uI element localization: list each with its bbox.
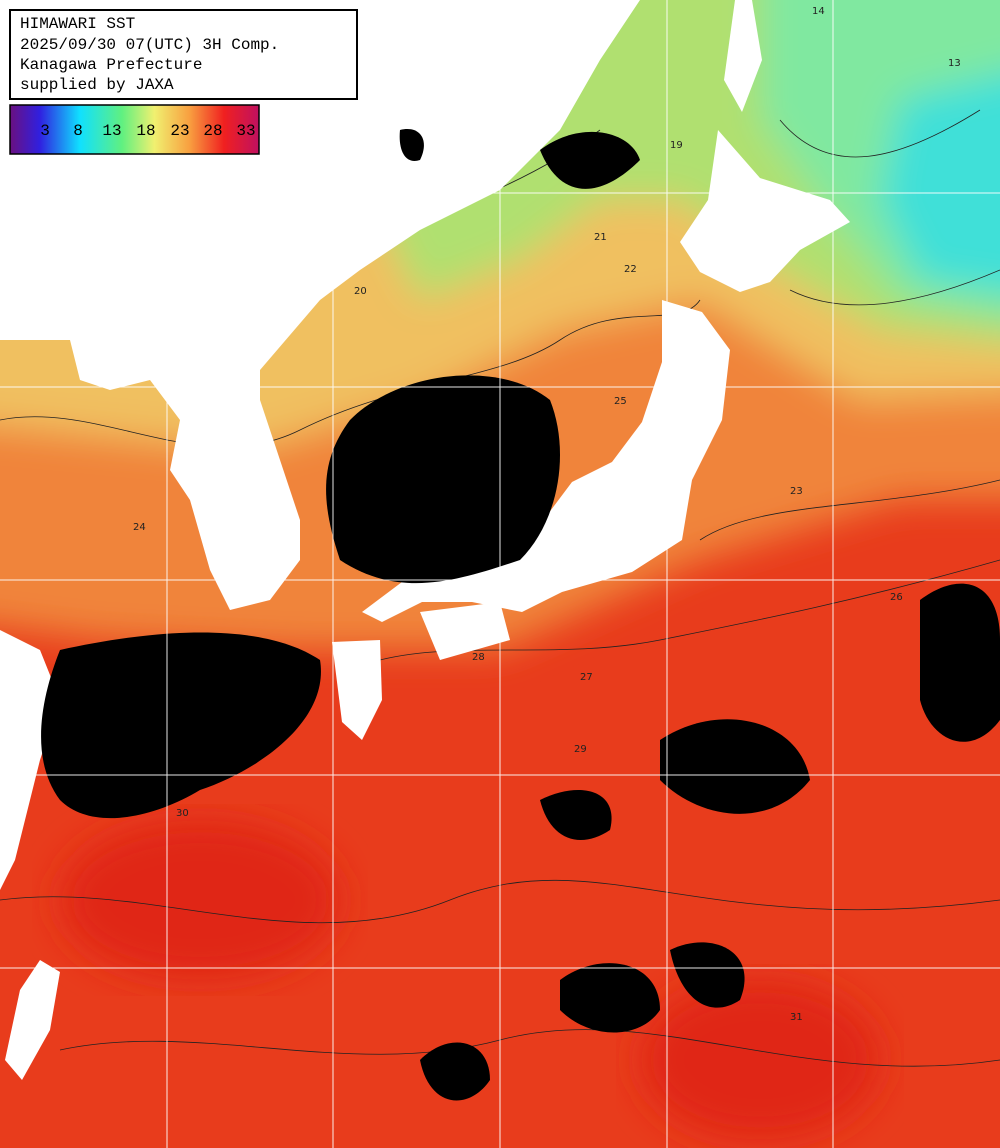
- cloud: [920, 583, 1000, 742]
- contour-label: 14: [812, 6, 825, 17]
- contour-label: 23: [790, 486, 803, 497]
- kyushu: [332, 640, 382, 740]
- timestamp: 2025/09/30 07(UTC) 3H Comp.: [20, 36, 279, 54]
- cloud: [420, 1042, 490, 1101]
- cloud: [540, 131, 640, 189]
- contour-labels: 14 13 19 21 22 20 23 24 25 26 27 28 29 3…: [133, 6, 961, 1023]
- contour: [779, 109, 981, 158]
- title: HIMAWARI SST: [20, 15, 135, 33]
- taiwan: [5, 960, 60, 1080]
- source-prefecture: Kanagawa Prefecture: [20, 56, 202, 74]
- contour: [0, 879, 1000, 924]
- cloud: [41, 632, 321, 819]
- honshu: [362, 300, 730, 622]
- scale-label: 8: [73, 122, 83, 140]
- supplier: supplied by JAXA: [20, 76, 174, 94]
- contour: [789, 269, 1000, 306]
- cyan-sea: [880, 75, 1000, 292]
- contour-label: 13: [948, 58, 961, 69]
- contour-label: 21: [594, 232, 607, 243]
- cloud: [326, 375, 560, 584]
- scale-label: 28: [203, 122, 222, 140]
- scale-label: 23: [170, 122, 189, 140]
- cloud: [560, 963, 660, 1033]
- clouds: [41, 129, 1000, 1101]
- cloud: [540, 790, 612, 840]
- shikoku: [420, 602, 510, 660]
- cloud: [670, 942, 745, 1008]
- contour-label: 26: [890, 592, 903, 603]
- hokkaido: [680, 130, 850, 292]
- contour-label: 31: [790, 1012, 803, 1023]
- sakhalin: [724, 0, 762, 112]
- contour-label: 28: [472, 652, 485, 663]
- scale-label: 13: [102, 122, 121, 140]
- color-bar: [9, 104, 260, 155]
- info-box-frame: [9, 9, 358, 100]
- contour-label: 25: [614, 396, 627, 407]
- contour-label: 30: [176, 808, 189, 819]
- hot-sea: [60, 820, 340, 980]
- contour-label: 27: [580, 672, 593, 683]
- cloud: [660, 719, 810, 814]
- china-coast: [0, 630, 60, 890]
- contour-label: 22: [624, 264, 637, 275]
- scale-label: 3: [40, 122, 50, 140]
- contour-label: 29: [574, 744, 587, 755]
- cloud: [399, 129, 424, 161]
- scale-label: 18: [136, 122, 155, 140]
- contour-label: 20: [354, 286, 367, 297]
- scale-label: 33: [236, 122, 255, 140]
- contour-label: 19: [670, 140, 683, 151]
- color-scale: 3 8 13 18 23 28 33: [9, 104, 260, 155]
- info-box: HIMAWARI SST 2025/09/30 07(UTC) 3H Comp.…: [9, 9, 358, 100]
- contour-label: 24: [133, 522, 146, 533]
- contour: [699, 479, 1000, 541]
- hot-sea: [640, 980, 880, 1140]
